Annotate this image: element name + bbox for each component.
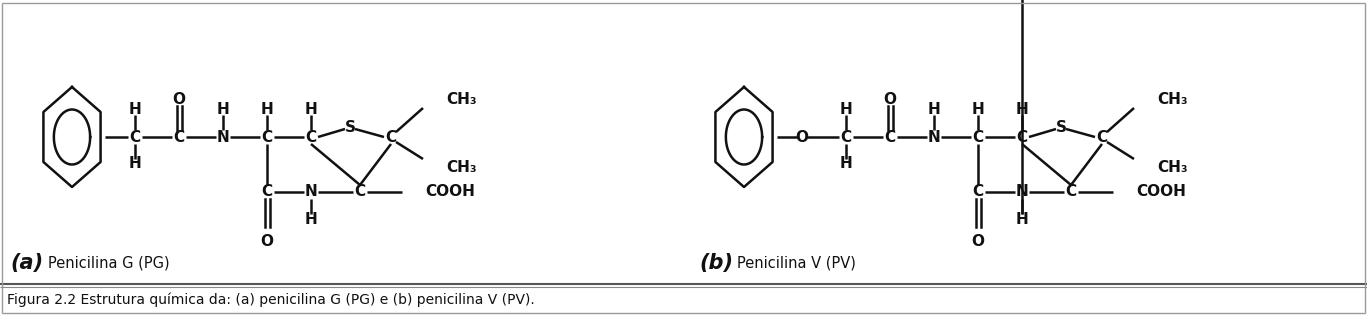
Text: C: C	[354, 185, 365, 199]
Text: C: C	[174, 129, 185, 145]
Text: H: H	[839, 102, 853, 117]
Text: H: H	[128, 157, 141, 171]
Text: Penicilina G (PG): Penicilina G (PG)	[48, 255, 170, 271]
Text: (a): (a)	[10, 253, 44, 273]
Text: C: C	[841, 129, 852, 145]
Text: C: C	[261, 129, 272, 145]
Text: H: H	[1016, 211, 1028, 226]
Text: C: C	[884, 129, 895, 145]
Text: C: C	[130, 129, 141, 145]
Text: O: O	[261, 234, 273, 249]
Text: CH₃: CH₃	[446, 93, 477, 107]
Text: Penicilina V (PV): Penicilina V (PV)	[737, 255, 856, 271]
Text: H: H	[305, 211, 317, 226]
Text: H: H	[128, 102, 141, 117]
Text: O: O	[796, 129, 808, 145]
Text: C: C	[1017, 129, 1028, 145]
Text: COOH: COOH	[1136, 185, 1187, 199]
Text: H: H	[1016, 102, 1028, 117]
Text: C: C	[385, 129, 396, 145]
Text: C: C	[305, 129, 317, 145]
Text: C: C	[1096, 129, 1107, 145]
Text: N: N	[928, 129, 940, 145]
Text: N: N	[1016, 185, 1028, 199]
Text: O: O	[972, 234, 984, 249]
Text: H: H	[928, 102, 940, 117]
Text: H: H	[216, 102, 230, 117]
Text: CH₃: CH₃	[446, 159, 477, 175]
Text: H: H	[839, 157, 853, 171]
Text: C: C	[1065, 185, 1077, 199]
Text: S: S	[344, 119, 355, 135]
Text: H: H	[261, 102, 273, 117]
Text: COOH: COOH	[425, 185, 474, 199]
Text: CH₃: CH₃	[1156, 159, 1188, 175]
Text: S: S	[1055, 119, 1066, 135]
Text: CH₃: CH₃	[1156, 93, 1188, 107]
Text: H: H	[305, 102, 317, 117]
Text: C: C	[261, 185, 272, 199]
Text: (b): (b)	[699, 253, 733, 273]
Text: N: N	[216, 129, 230, 145]
Text: O: O	[883, 91, 897, 106]
Text: N: N	[305, 185, 317, 199]
Text: Figura 2.2 Estrutura química da: (a) penicilina G (PG) e (b) penicilina V (PV).: Figura 2.2 Estrutura química da: (a) pen…	[7, 293, 534, 307]
Text: O: O	[172, 91, 186, 106]
Text: H: H	[972, 102, 984, 117]
Text: C: C	[972, 129, 984, 145]
Text: C: C	[972, 185, 984, 199]
